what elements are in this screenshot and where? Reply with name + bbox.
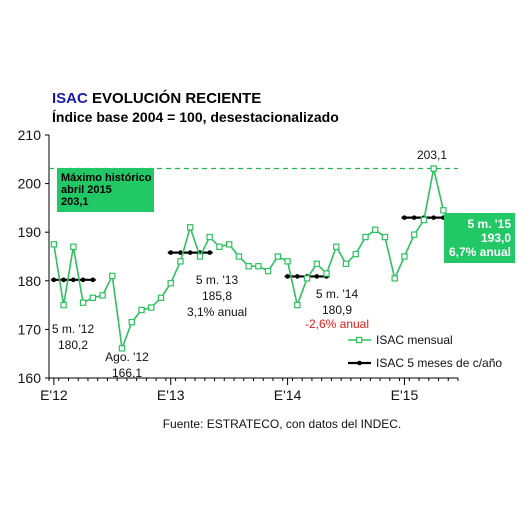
avg-point bbox=[51, 277, 57, 283]
annotation-label: 180,9 bbox=[322, 303, 352, 317]
monthly-point bbox=[89, 294, 97, 302]
annotation-label-negative: -2,6% anual bbox=[305, 317, 369, 331]
monthly-point bbox=[148, 304, 155, 311]
monthly-point bbox=[245, 263, 252, 270]
monthly-point bbox=[294, 301, 301, 309]
annotation-label: 203,1 bbox=[417, 148, 447, 162]
monthly-point bbox=[79, 299, 87, 306]
monthly-point bbox=[401, 253, 408, 260]
annotation-label: 5 m. '12 bbox=[52, 322, 95, 336]
monthly-point bbox=[342, 260, 350, 267]
max-box-label: Máximo histórico bbox=[61, 172, 152, 184]
monthly-point bbox=[323, 270, 330, 277]
x-tick-label: E'12 bbox=[40, 387, 68, 403]
monthly-point bbox=[264, 267, 272, 275]
current-box-label: 193,0 bbox=[481, 231, 511, 245]
monthly-point bbox=[313, 260, 320, 267]
legend-label-monthly: ISAC mensual bbox=[376, 333, 453, 347]
y-tick-label: 170 bbox=[18, 321, 42, 337]
monthly-point bbox=[206, 233, 213, 241]
max-box-label: abril 2015 bbox=[61, 184, 112, 196]
monthly-point bbox=[352, 250, 359, 258]
avg-point bbox=[411, 215, 417, 220]
current-box bbox=[444, 213, 515, 263]
annotation-label: 5 m. '14 bbox=[316, 287, 359, 301]
monthly-point bbox=[333, 243, 340, 250]
monthly-point bbox=[274, 253, 282, 260]
y-tick-label: 190 bbox=[18, 224, 42, 240]
avg-point bbox=[402, 215, 407, 220]
annotation-label: Ago. '12 bbox=[105, 350, 149, 364]
avg-point bbox=[187, 250, 193, 255]
x-tick-label: E'13 bbox=[157, 387, 185, 403]
y-tick-label: 200 bbox=[18, 176, 42, 192]
avg-point bbox=[80, 277, 86, 283]
chart-subtitle: Índice base 2004 = 100, desestacionaliza… bbox=[52, 109, 339, 125]
monthly-point bbox=[391, 275, 398, 282]
monthly-point bbox=[372, 226, 379, 233]
avg-point bbox=[71, 277, 76, 283]
annotation-label: 5 m. '13 bbox=[196, 273, 239, 287]
avg-point bbox=[61, 277, 66, 283]
chart-title-rest: EVOLUCIÓN RECIENTE bbox=[88, 89, 261, 107]
monthly-point bbox=[187, 224, 194, 231]
chart-title-brand: ISAC bbox=[52, 90, 88, 107]
monthly-point bbox=[362, 233, 369, 241]
monthly-point bbox=[440, 207, 447, 214]
avg-point bbox=[285, 274, 290, 279]
avg-point bbox=[314, 274, 320, 279]
current-box-label: 6,7% anual bbox=[449, 245, 511, 259]
avg-point bbox=[431, 215, 436, 220]
legend-marker-monthly bbox=[355, 336, 363, 344]
x-tick-label: E'15 bbox=[391, 387, 419, 403]
monthly-point bbox=[420, 216, 428, 224]
annotation-label: 166,1 bbox=[112, 366, 142, 380]
max-box-label: 203,1 bbox=[61, 196, 89, 208]
y-tick-label: 180 bbox=[18, 273, 42, 289]
y-tick-label: 160 bbox=[18, 370, 42, 386]
monthly-point bbox=[381, 233, 389, 241]
current-box-label: 5 m. '15 bbox=[467, 217, 511, 231]
monthly-point bbox=[99, 292, 106, 299]
monthly-point bbox=[128, 318, 135, 326]
monthly-point bbox=[177, 258, 184, 265]
annotation-label: 3,1% anual bbox=[187, 305, 247, 319]
max-box bbox=[57, 168, 154, 212]
monthly-point bbox=[109, 272, 116, 280]
x-tick-label: E'14 bbox=[274, 387, 302, 403]
monthly-point bbox=[235, 253, 243, 260]
annotation-label: 180,2 bbox=[58, 338, 88, 352]
monthly-point bbox=[138, 306, 145, 314]
legend-label-avg: ISAC 5 meses de c/año bbox=[376, 356, 502, 370]
monthly-point bbox=[157, 294, 165, 302]
monthly-point bbox=[410, 231, 418, 238]
monthly-point bbox=[60, 301, 67, 309]
avg-point bbox=[207, 250, 212, 255]
monthly-point bbox=[216, 243, 223, 250]
monthly-point bbox=[167, 280, 174, 287]
monthly-point bbox=[255, 263, 262, 270]
monthly-point bbox=[50, 241, 58, 248]
plot-area: 160 170 180 190 200 210 E'12 E'13 E'14 E'15 5 m. '… bbox=[18, 127, 515, 403]
avg-point bbox=[295, 274, 300, 279]
avg-point bbox=[178, 250, 183, 255]
chart-title: ISAC EVOLUCIÓN RECIENTE bbox=[52, 89, 261, 107]
monthly-point bbox=[225, 241, 233, 248]
monthly-point bbox=[196, 253, 204, 260]
avg-point bbox=[168, 250, 174, 255]
y-tick-label: 210 bbox=[18, 127, 42, 143]
monthly-point bbox=[70, 243, 77, 250]
source-note: Fuente: ESTRATECO, con datos del INDEC. bbox=[163, 417, 402, 431]
monthly-point bbox=[284, 258, 291, 265]
annotation-label: 185,8 bbox=[202, 289, 232, 303]
monthly-point bbox=[430, 165, 437, 172]
monthly-point bbox=[303, 275, 311, 282]
monthly-point bbox=[118, 345, 126, 352]
legend-marker-avg bbox=[357, 360, 362, 366]
avg-point bbox=[90, 277, 96, 283]
